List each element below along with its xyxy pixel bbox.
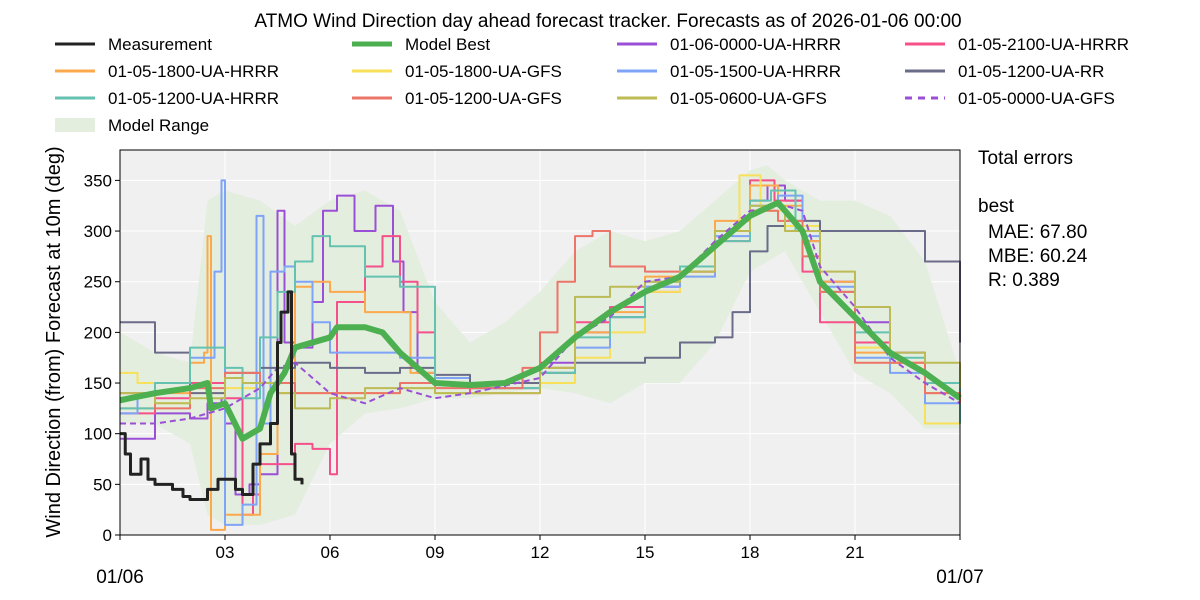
y-tick-label: 200 bbox=[84, 323, 112, 342]
x-tick-label: 21 bbox=[846, 543, 865, 562]
legend-label: 01-05-1800-UA-GFS bbox=[405, 62, 562, 81]
y-axis-label: Wind Direction (from) Forecast at 10m (d… bbox=[43, 146, 65, 537]
y-tick-label: 350 bbox=[84, 171, 112, 190]
series-line-model-best bbox=[119, 199, 962, 442]
legend-label: 01-06-0000-UA-HRRR bbox=[670, 35, 841, 54]
x-tick-label: 18 bbox=[741, 543, 760, 562]
legend-label: 01-05-1200-UA-GFS bbox=[405, 89, 562, 108]
errors-r: R: 0.389 bbox=[988, 270, 1060, 291]
legend-label: 01-05-1500-UA-HRRR bbox=[670, 62, 841, 81]
y-tick-label: 250 bbox=[84, 273, 112, 292]
y-tick-label: 0 bbox=[103, 526, 112, 545]
series-line-measurement bbox=[120, 290, 304, 502]
series-line-01-05-0600-ua-gfs bbox=[120, 204, 961, 410]
x-tick-label: 06 bbox=[321, 543, 340, 562]
x-tick-label: 03 bbox=[216, 543, 235, 562]
errors-heading: Total errors bbox=[978, 148, 1074, 169]
legend-label: Model Range bbox=[108, 116, 209, 135]
legend-label: 01-05-0600-UA-GFS bbox=[670, 89, 827, 108]
errors-mbe: MBE: 60.24 bbox=[988, 246, 1088, 267]
legend-label: 01-05-1200-UA-RR bbox=[958, 62, 1104, 81]
series-line-01-05-1500-ua-hrrr bbox=[120, 179, 961, 526]
chart-title: ATMO Wind Direction day ahead forecast t… bbox=[254, 11, 961, 32]
y-tick-label: 100 bbox=[84, 425, 112, 444]
y-tick-label: 300 bbox=[84, 222, 112, 241]
x-tick-label: 15 bbox=[636, 543, 655, 562]
legend-label: 01-05-1800-UA-HRRR bbox=[108, 62, 279, 81]
legend-label: Measurement bbox=[108, 35, 212, 54]
y-tick-label: 50 bbox=[93, 475, 112, 494]
y-tick-label: 150 bbox=[84, 374, 112, 393]
date-label: 01/06 bbox=[96, 567, 144, 588]
legend-swatch bbox=[55, 118, 95, 132]
legend-label: 01-05-2100-UA-HRRR bbox=[958, 35, 1129, 54]
series-line-01-05-0000-ua-gfs bbox=[120, 204, 961, 425]
legend-label: Model Best bbox=[405, 35, 490, 54]
errors-mae: MAE: 67.80 bbox=[988, 222, 1088, 243]
errors-model: best bbox=[978, 196, 1014, 217]
legend-label: 01-05-0000-UA-GFS bbox=[958, 89, 1115, 108]
legend-label: 01-05-1200-UA-HRRR bbox=[108, 89, 279, 108]
axes: 0 50 100 150 200 250 300 350 03 06 09 12 15 18 21 01/06… bbox=[84, 171, 984, 588]
legend: Measurement Model Best 01-06-0000-UA-HRRR 0… bbox=[55, 35, 1129, 135]
series-lines bbox=[119, 174, 962, 531]
x-tick-label: 12 bbox=[531, 543, 550, 562]
date-label: 01/07 bbox=[936, 567, 984, 588]
x-tick-label: 09 bbox=[426, 543, 445, 562]
